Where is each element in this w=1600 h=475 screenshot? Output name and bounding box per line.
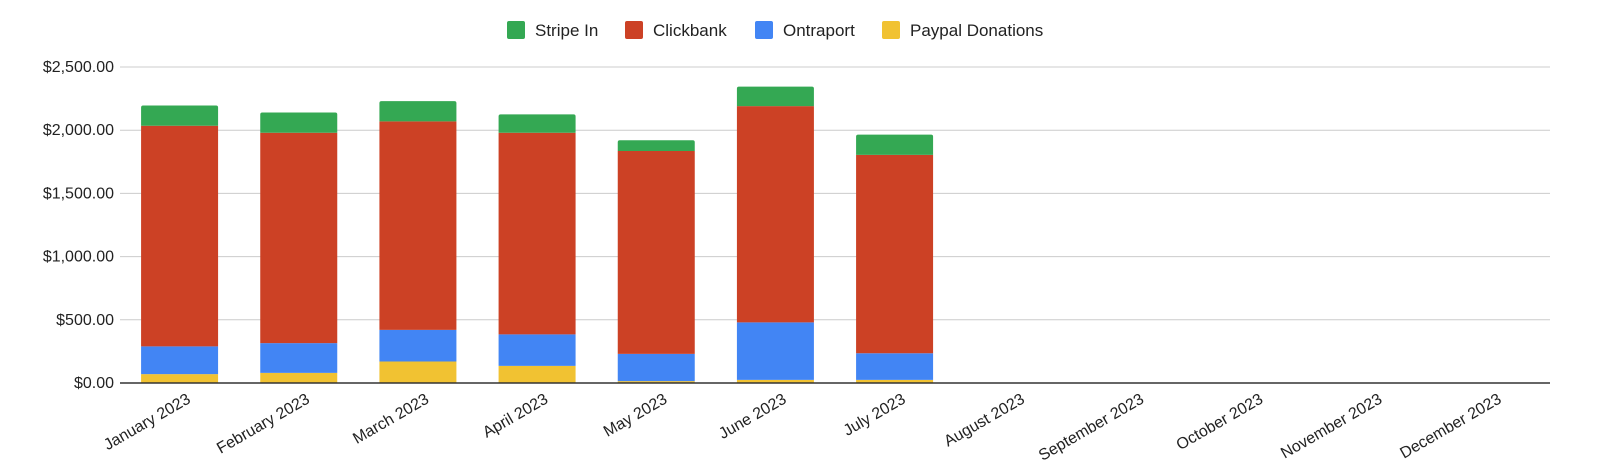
x-tick-label: November 2023	[1278, 391, 1385, 463]
legend-swatch	[882, 21, 900, 39]
bar-segment-paypal-donations[interactable]	[498, 365, 576, 383]
chart-bars	[141, 86, 934, 383]
x-axis: January 2023 February 2023 March 2023 April…	[101, 382, 1550, 465]
chart-gridlines	[120, 66, 1550, 321]
x-tick-label: July 2023	[841, 391, 909, 440]
x-tick-label: October 2023	[1174, 391, 1267, 454]
legend-label: Ontraport	[783, 21, 855, 40]
legend-label: Stripe In	[535, 21, 598, 40]
y-tick-label: $2,500.00	[43, 59, 114, 76]
bar-segment-stripe-in[interactable]	[856, 134, 934, 155]
bar-stack-january-2023	[141, 105, 219, 383]
bar-segment-ontraport[interactable]	[141, 346, 219, 375]
x-tick-label: September 2023	[1036, 391, 1147, 465]
bar-stack-june-2023	[736, 86, 814, 383]
y-tick-label: $500.00	[56, 312, 114, 329]
bar-segment-paypal-donations[interactable]	[379, 361, 457, 383]
x-tick-label: June 2023	[716, 391, 789, 443]
legend-label: Paypal Donations	[910, 21, 1043, 40]
legend-swatch	[755, 21, 773, 39]
bar-segment-paypal-donations[interactable]	[856, 379, 934, 383]
y-tick-label: $1,000.00	[43, 249, 114, 266]
legend-item-paypal-donations[interactable]: Paypal Donations	[882, 21, 1043, 40]
x-tick-label: April 2023	[480, 391, 551, 442]
bar-segment-stripe-in[interactable]	[498, 114, 576, 133]
bar-stack-march-2023	[379, 101, 457, 383]
bar-segment-ontraport[interactable]	[379, 329, 457, 362]
y-axis: $0.00 $500.00 $1,000.00 $1,500.00 $2,000.00 $…	[43, 59, 114, 392]
legend-item-ontraport[interactable]: Ontraport	[755, 21, 855, 40]
legend-swatch	[507, 21, 525, 39]
x-tick-label: February 2023	[214, 391, 313, 458]
bar-segment-stripe-in[interactable]	[736, 86, 814, 107]
bar-segment-clickbank[interactable]	[379, 121, 457, 330]
bar-stack-april-2023	[498, 114, 576, 383]
bar-segment-paypal-donations[interactable]	[141, 374, 219, 383]
bar-segment-clickbank[interactable]	[736, 106, 814, 323]
bar-segment-ontraport[interactable]	[260, 343, 338, 373]
bar-segment-ontraport[interactable]	[617, 353, 695, 382]
bar-segment-clickbank[interactable]	[498, 132, 576, 335]
x-tick-label: August 2023	[941, 391, 1027, 451]
bar-segment-stripe-in[interactable]	[260, 112, 338, 133]
bar-segment-ontraport[interactable]	[498, 334, 576, 366]
x-tick-label: December 2023	[1397, 391, 1504, 463]
x-tick-label: March 2023	[350, 391, 432, 448]
bar-segment-stripe-in[interactable]	[141, 105, 219, 126]
bar-segment-paypal-donations[interactable]	[736, 379, 814, 383]
bar-segment-stripe-in[interactable]	[617, 140, 695, 152]
legend-swatch	[625, 21, 643, 39]
legend-item-stripe-in[interactable]: Stripe In	[507, 21, 598, 40]
y-tick-label: $2,000.00	[43, 122, 114, 139]
bar-segment-paypal-donations[interactable]	[260, 372, 338, 383]
x-tick-label: January 2023	[101, 391, 194, 454]
bar-stack-may-2023	[617, 140, 695, 383]
bar-stack-february-2023	[260, 112, 338, 383]
y-tick-label: $0.00	[74, 375, 114, 392]
y-tick-label: $1,500.00	[43, 185, 114, 202]
legend-label: Clickbank	[653, 21, 727, 40]
chart-legend: Stripe In Clickbank Ontraport Paypal Donati…	[507, 21, 1043, 40]
bar-stack-july-2023	[856, 134, 934, 383]
bar-segment-clickbank[interactable]	[617, 151, 695, 354]
bar-segment-ontraport[interactable]	[736, 322, 814, 380]
bar-segment-clickbank[interactable]	[260, 132, 338, 344]
x-tick-label: May 2023	[601, 391, 670, 441]
legend-item-clickbank[interactable]: Clickbank	[625, 21, 727, 40]
bar-segment-ontraport[interactable]	[856, 353, 934, 380]
bar-segment-clickbank[interactable]	[856, 154, 934, 354]
bar-segment-stripe-in[interactable]	[379, 101, 457, 122]
bar-segment-clickbank[interactable]	[141, 125, 219, 347]
